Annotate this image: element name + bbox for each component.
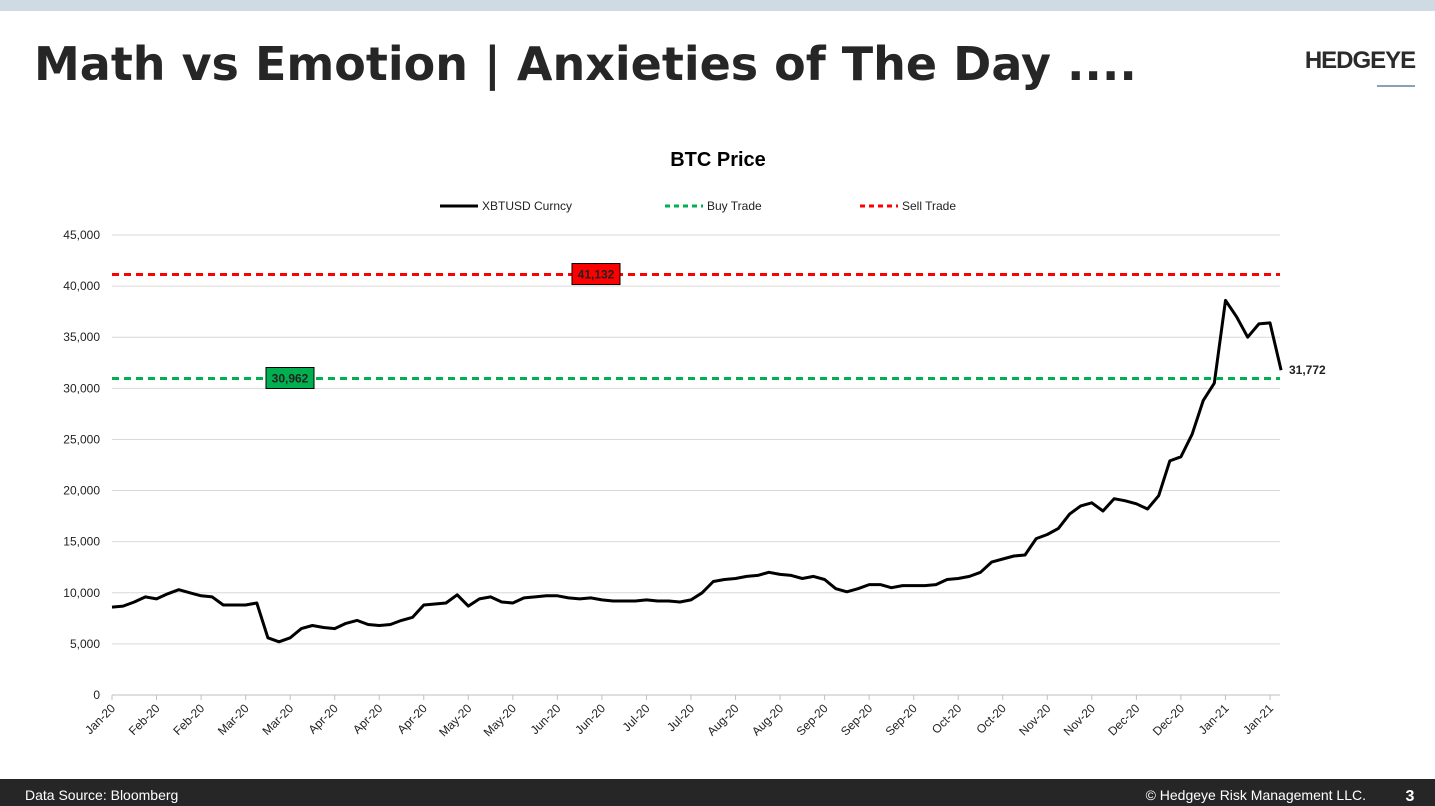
copyright: © Hedgeye Risk Management LLC. — [1146, 787, 1366, 803]
legend-label: Buy Trade — [707, 199, 762, 213]
x-tick-label: Dec-20 — [1105, 701, 1142, 738]
x-tick-label: Jul-20 — [620, 701, 653, 734]
y-tick-label: 10,000 — [63, 586, 100, 600]
x-tick-label: Oct-20 — [929, 701, 965, 737]
x-tick-label: Mar-20 — [259, 701, 296, 738]
source: Data Source: Bloomberg — [25, 787, 178, 803]
x-tick-label: Feb-20 — [170, 701, 207, 738]
x-tick-label: Aug-20 — [749, 701, 786, 738]
logo: HEDGEYE — [1305, 47, 1416, 74]
y-tick-label: 15,000 — [63, 535, 100, 549]
x-tick-label: Jan-21 — [1240, 701, 1276, 737]
x-tick-label: Jan-21 — [1196, 701, 1232, 737]
x-tick-label: Jan-20 — [82, 701, 118, 737]
x-tick-label: Sep-20 — [793, 701, 830, 738]
x-tick-label: Sep-20 — [883, 701, 920, 738]
x-tick-label: Nov-20 — [1061, 701, 1098, 738]
y-tick-label: 0 — [93, 688, 100, 702]
x-tick-label: Jul-20 — [664, 701, 697, 734]
x-tick-label: Apr-20 — [395, 701, 431, 737]
x-tick-label: Aug-20 — [704, 701, 741, 738]
y-tick-label: 20,000 — [63, 484, 100, 498]
legend-label: Sell Trade — [902, 199, 956, 213]
y-tick-label: 5,000 — [70, 637, 100, 651]
legend-label: XBTUSD Curncy — [482, 199, 572, 213]
y-tick-label: 35,000 — [63, 330, 100, 344]
x-tick-label: Jun-20 — [528, 701, 564, 737]
x-tick-label: Dec-20 — [1150, 701, 1187, 738]
x-tick-label: Apr-20 — [350, 701, 386, 737]
x-tick-label: Jun-20 — [572, 701, 608, 737]
price-line — [111, 298, 1283, 644]
level-label: 41,132 — [578, 268, 615, 282]
y-tick-label: 25,000 — [63, 432, 100, 446]
footer-bar — [0, 779, 1435, 806]
plot: 0 5,000 10,000 15,000 20,000 25,000 30,000 35,0… — [63, 199, 1326, 739]
page-number: 3 — [1406, 788, 1415, 805]
x-tick-label: Oct-20 — [974, 701, 1010, 737]
level-label: 30,962 — [272, 371, 309, 385]
level-box — [571, 263, 621, 286]
x-tick-label: Feb-20 — [126, 701, 163, 738]
x-tick-label: May-20 — [481, 701, 519, 739]
y-tick-label: 30,000 — [63, 381, 100, 395]
x-tick-label: May-20 — [436, 701, 474, 739]
end-label: 31,772 — [1289, 363, 1326, 377]
y-tick-label: 45,000 — [63, 228, 100, 242]
slide-title: Math vs Emotion | Anxieties of The Day .… — [34, 37, 1137, 92]
x-tick-label: Sep-20 — [838, 701, 875, 738]
x-tick-label: Nov-20 — [1016, 701, 1053, 738]
top-bar — [0, 0, 1435, 11]
chart-title: BTC Price — [670, 149, 766, 171]
y-tick-label: 40,000 — [63, 279, 100, 293]
level-box — [265, 366, 315, 389]
x-tick-label: Mar-20 — [215, 701, 252, 738]
x-tick-label: Apr-20 — [305, 701, 341, 737]
